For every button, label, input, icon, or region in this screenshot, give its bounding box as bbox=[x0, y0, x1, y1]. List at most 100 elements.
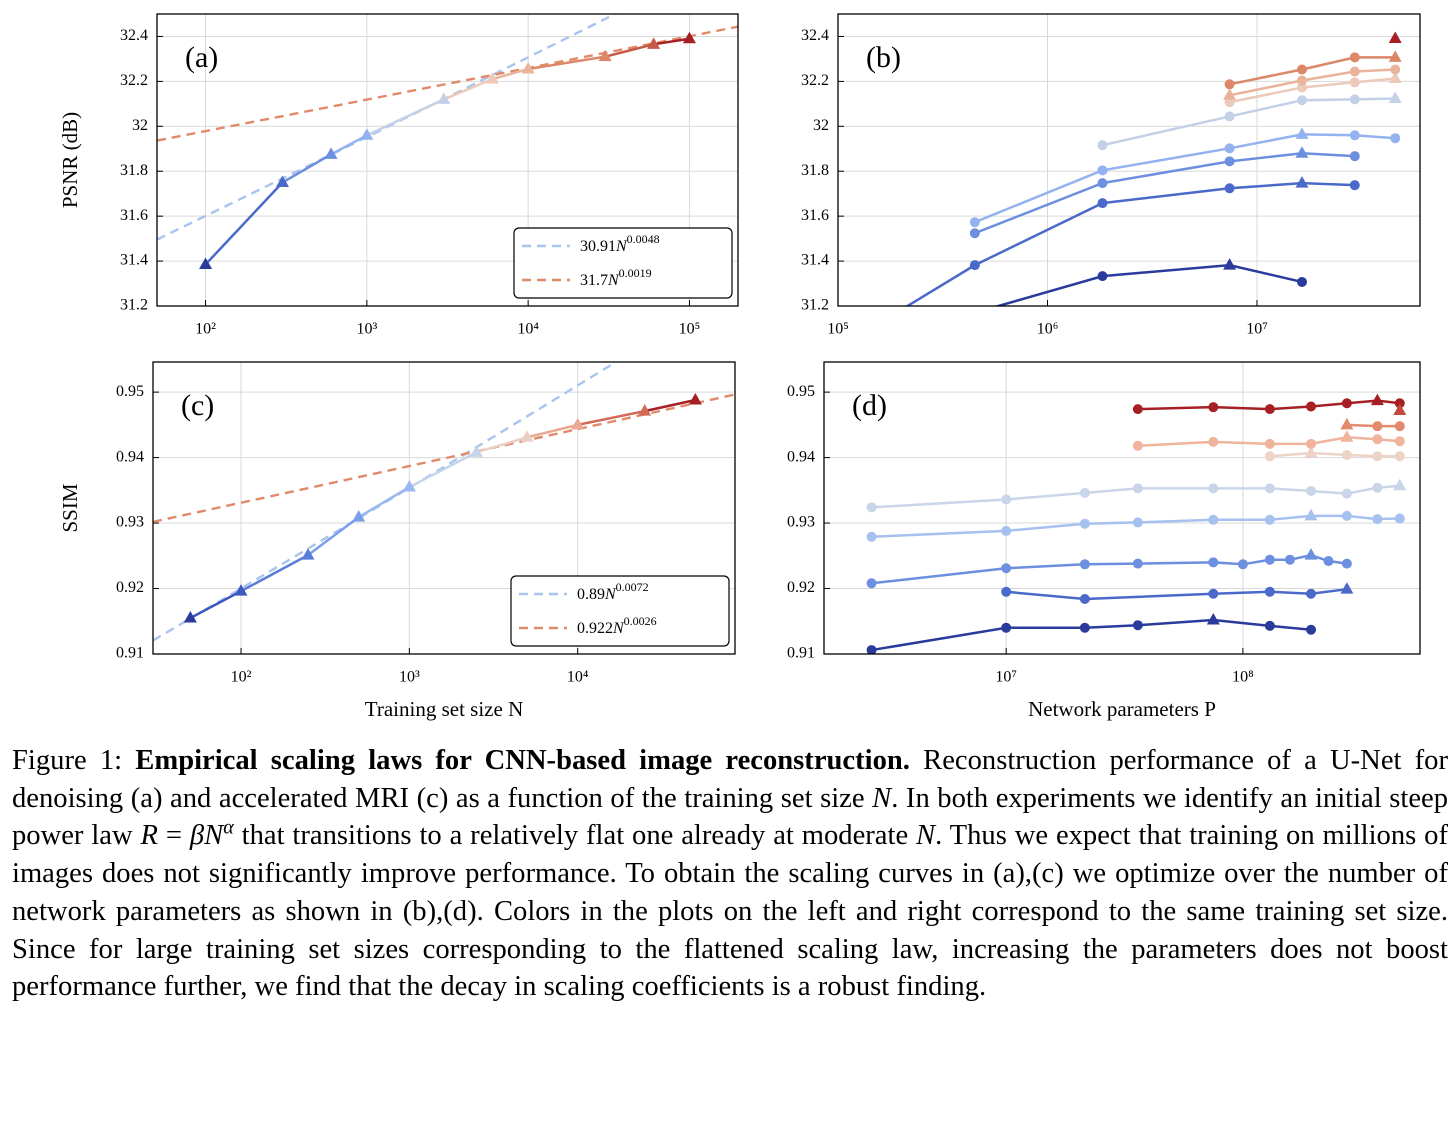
caption-text: that transitions to a relatively flat on… bbox=[233, 820, 917, 852]
point-marker bbox=[1208, 514, 1219, 525]
point-marker bbox=[324, 147, 338, 159]
point-marker bbox=[1394, 398, 1405, 409]
point-marker bbox=[1394, 421, 1405, 432]
y-axis-label: PSNR (dB) bbox=[58, 112, 82, 208]
line-segment bbox=[492, 67, 529, 81]
point-marker bbox=[1132, 620, 1143, 631]
point-marker bbox=[1295, 176, 1309, 188]
line-segment bbox=[408, 451, 477, 489]
point-marker bbox=[520, 430, 534, 442]
point-marker bbox=[866, 645, 877, 654]
axes-frame bbox=[152, 361, 736, 655]
series-line bbox=[1229, 56, 1396, 86]
point-marker bbox=[1372, 434, 1383, 445]
point-marker bbox=[866, 578, 877, 589]
point-marker bbox=[891, 308, 901, 318]
legend-coef: 31.7 bbox=[580, 272, 608, 289]
point-marker bbox=[1223, 88, 1237, 100]
point-marker bbox=[1208, 436, 1219, 447]
point-marker bbox=[1097, 178, 1108, 189]
panel: 10² 10³ 10⁴ 10⁵ 31.2 31.4 31.6 31.8 32 32.2 32.4 (a… bbox=[58, 13, 739, 338]
y-tick-label: 31.4 bbox=[801, 252, 829, 269]
y-tick-label: 31.4 bbox=[120, 252, 148, 269]
legend-symbol: N bbox=[604, 586, 617, 603]
caption-text: N bbox=[916, 820, 936, 852]
legend-coef: 0.89 bbox=[577, 586, 605, 603]
x-tick-label: 10⁶ bbox=[1037, 321, 1059, 338]
series-line bbox=[974, 133, 1396, 224]
point-marker bbox=[1223, 258, 1237, 270]
panel-label: (b) bbox=[866, 41, 901, 74]
point-marker bbox=[866, 502, 877, 513]
point-marker bbox=[1304, 446, 1318, 458]
point-marker bbox=[1296, 82, 1307, 93]
point-marker bbox=[1132, 483, 1143, 494]
series-line bbox=[871, 514, 1400, 539]
y-tick-label: 0.91 bbox=[116, 645, 144, 662]
x-axis-label: Training set size N bbox=[365, 697, 523, 721]
point-marker bbox=[1237, 559, 1248, 570]
point-marker bbox=[1370, 393, 1384, 406]
fit-curve bbox=[157, 25, 738, 142]
point-marker bbox=[276, 175, 290, 187]
y-tick-label: 0.93 bbox=[787, 514, 815, 531]
point-marker bbox=[1208, 402, 1219, 413]
point-marker bbox=[1079, 518, 1090, 529]
line-segment bbox=[240, 554, 309, 593]
y-tick-label: 32.4 bbox=[801, 27, 829, 44]
point-marker bbox=[647, 37, 661, 49]
x-tick-label: 10³ bbox=[356, 321, 377, 338]
line-segment bbox=[527, 55, 606, 71]
caption-text: α bbox=[223, 816, 234, 839]
point-marker bbox=[1390, 133, 1401, 144]
line-segment bbox=[366, 98, 445, 137]
x-tick-label: 10⁵ bbox=[679, 321, 701, 338]
point-marker bbox=[1388, 50, 1402, 62]
point-marker bbox=[1296, 75, 1307, 86]
y-tick-label: 32.2 bbox=[120, 72, 148, 89]
point-marker bbox=[1001, 494, 1012, 505]
legend-exponent: 0.0019 bbox=[619, 266, 652, 280]
point-marker bbox=[1306, 624, 1317, 635]
point-marker bbox=[1097, 140, 1108, 151]
point-marker bbox=[638, 404, 652, 416]
y-tick-label: 31.6 bbox=[801, 207, 829, 224]
point-marker bbox=[1132, 440, 1143, 451]
y-tick-label: 32 bbox=[813, 117, 829, 134]
point-marker bbox=[521, 62, 535, 74]
point-marker bbox=[1097, 198, 1108, 209]
x-tick-label: 10⁷ bbox=[1246, 321, 1268, 338]
line-segment bbox=[358, 485, 410, 519]
point-marker bbox=[1296, 64, 1307, 75]
y-tick-label: 0.95 bbox=[116, 383, 144, 400]
line-segment bbox=[443, 77, 493, 101]
x-axis-label: Network parameters P bbox=[1028, 697, 1216, 721]
y-tick-label: 31.8 bbox=[120, 162, 148, 179]
caption-label: Figure 1: bbox=[12, 745, 123, 776]
point-marker bbox=[1341, 558, 1352, 569]
caption-text: N bbox=[872, 782, 892, 814]
plot-area bbox=[891, 31, 1402, 318]
point-marker bbox=[1372, 421, 1383, 432]
caption-text: R bbox=[140, 820, 158, 852]
panel: 10² 10³ 10⁴ 0.91 0.92 0.93 0.94 0.95 (c) SSIM Trai… bbox=[58, 361, 736, 721]
series-line bbox=[993, 263, 1303, 306]
y-tick-label: 31.8 bbox=[801, 162, 829, 179]
point-marker bbox=[1306, 485, 1317, 496]
panel-label: (c) bbox=[181, 389, 214, 422]
point-marker bbox=[1132, 558, 1143, 569]
legend-symbol: N bbox=[615, 238, 628, 255]
point-marker bbox=[1349, 52, 1360, 63]
x-tick-label: 10³ bbox=[399, 669, 420, 686]
y-tick-label: 0.92 bbox=[116, 579, 144, 596]
series-line bbox=[871, 484, 1400, 509]
point-marker bbox=[234, 584, 248, 596]
point-marker bbox=[1340, 582, 1354, 594]
panel-label: (a) bbox=[185, 41, 218, 74]
point-marker bbox=[969, 228, 980, 239]
point-marker bbox=[1306, 588, 1317, 599]
point-marker bbox=[1206, 612, 1220, 625]
point-marker bbox=[1388, 71, 1402, 83]
point-marker bbox=[1393, 403, 1407, 415]
